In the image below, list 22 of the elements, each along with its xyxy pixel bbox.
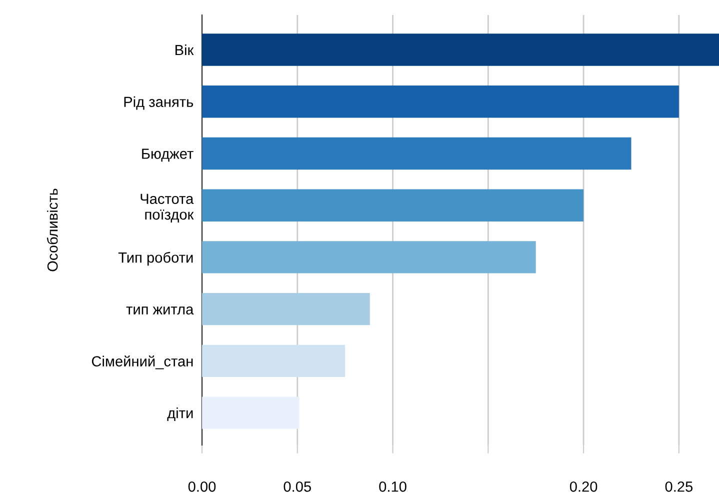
x-tick-label: 0.10 [379, 481, 406, 492]
y-tick-label: Частота поїздок [140, 194, 194, 222]
x-tick-label: 0.05 [284, 481, 311, 492]
bar [202, 189, 584, 222]
bar [202, 396, 300, 429]
y-tick-label: Сімейний_стан [92, 355, 193, 370]
y-tick-label: Вік [176, 44, 194, 56]
x-tick-label: 0.00 [188, 481, 216, 492]
bar [202, 241, 536, 274]
x-tick-label: 0.20 [570, 481, 598, 492]
y-tick-label: Тип роботи [118, 252, 193, 266]
bar [202, 293, 370, 326]
bar [202, 34, 719, 66]
y-axis-title: Особливість [46, 188, 58, 272]
y-tick-label: Бюджет [142, 148, 194, 162]
x-tick-label: 0.25 [665, 481, 693, 492]
bar [202, 344, 346, 378]
bar [202, 86, 679, 118]
y-tick-label: Рід занять [124, 96, 194, 110]
bar [202, 137, 632, 170]
y-tick-label: діти [167, 408, 193, 422]
y-tick-label: тип житла [126, 306, 194, 315]
